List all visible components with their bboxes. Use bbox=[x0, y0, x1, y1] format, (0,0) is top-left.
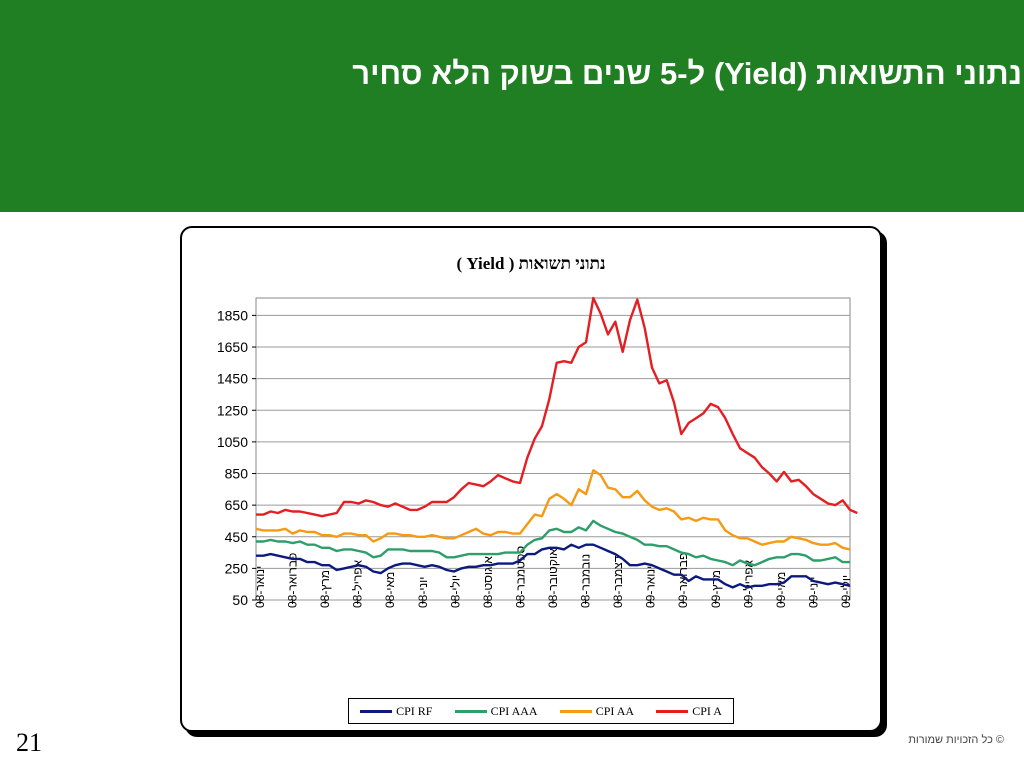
x-tick-label: אפריל-08 bbox=[351, 559, 365, 608]
legend-label-cpi-a: CPI A bbox=[692, 703, 722, 718]
legend-label-cpi-rf: CPI RF bbox=[396, 703, 433, 718]
series-line-cpi-aa bbox=[255, 469, 851, 551]
copyright-notice: © כל הזכויות שמורות bbox=[908, 734, 1004, 746]
y-tick-label: 450 bbox=[225, 529, 249, 545]
chart-title: נתוני תשואות ( Yield ) bbox=[456, 254, 606, 273]
slide-title: נתוני התשואות (Yield) ל-5 שנים בשוק הלא … bbox=[352, 56, 1022, 91]
yield-line-chart: 50 250 450 650 850 1050 1250 1450 1650 1850 ינואר-… bbox=[217, 296, 858, 608]
x-tick-label: מרץ-08 bbox=[318, 570, 332, 608]
x-tick-label: פברואר-09 bbox=[676, 553, 690, 608]
legend-swatch-cpi-aaa bbox=[454, 709, 487, 713]
x-tick-label: אוקטובר-08 bbox=[546, 548, 560, 608]
page-number: 21 bbox=[16, 728, 42, 757]
x-tick-label: מאי-09 bbox=[774, 572, 788, 608]
x-tick-label: פברואר-08 bbox=[286, 553, 300, 608]
legend-item-cpi-aaa: CPI AAA bbox=[454, 703, 538, 719]
title-banner: נתוני התשואות (Yield) ל-5 שנים בשוק הלא … bbox=[0, 0, 1024, 212]
series-line-cpi-aaa bbox=[256, 519, 850, 567]
x-tick-label: דצמבר-08 bbox=[611, 555, 625, 608]
y-tick-label: 1050 bbox=[217, 434, 248, 450]
x-tick-label: מרץ-09 bbox=[709, 570, 723, 608]
x-tick-label: אפריל-09 bbox=[741, 559, 755, 608]
legend-swatch-cpi-rf bbox=[360, 709, 393, 713]
x-tick-label: אוגוסט-08 bbox=[481, 556, 495, 608]
legend-item-cpi-a: CPI A bbox=[656, 704, 722, 719]
legend-item-cpi-rf: CPI RF bbox=[360, 704, 432, 719]
y-tick-label: 1250 bbox=[217, 402, 248, 418]
legend-swatch-cpi-aa bbox=[559, 709, 592, 713]
x-tick-label: יוני-09 bbox=[806, 577, 820, 608]
y-tick-label: 250 bbox=[225, 560, 249, 576]
x-tick-label: מאי-08 bbox=[383, 572, 397, 608]
y-tick-label: 1450 bbox=[217, 371, 248, 387]
legend-label-cpi-aa: CPI AA bbox=[595, 703, 635, 718]
x-tick-label: נובמבר-08 bbox=[579, 554, 593, 608]
x-tick-label: יוני-08 bbox=[416, 577, 430, 608]
y-tick-label: 50 bbox=[232, 592, 248, 608]
x-tick-label: יולי-08 bbox=[448, 575, 462, 608]
series-line-cpi-a bbox=[256, 296, 858, 518]
legend-swatch-cpi-a bbox=[656, 709, 689, 713]
y-tick-label: 650 bbox=[225, 497, 249, 513]
legend-label-cpi-aaa: CPI AAA bbox=[490, 703, 538, 718]
x-tick-label: ינואר-09 bbox=[644, 566, 658, 608]
chart-legend: CPI RF CPI AAA CPI AA CPI A bbox=[348, 698, 734, 724]
x-tick-label: יולי-09 bbox=[839, 575, 853, 608]
chart-frame: נתוני תשואות ( Yield ) 50 250 450 650 850 105… bbox=[180, 226, 882, 732]
y-tick-label: 1650 bbox=[217, 339, 248, 355]
legend-item-cpi-aa: CPI AA bbox=[559, 703, 635, 719]
y-tick-label: 850 bbox=[225, 466, 249, 482]
x-tick-label: ינואר-08 bbox=[253, 566, 267, 608]
y-tick-label: 1850 bbox=[217, 307, 248, 323]
series-line-cpi-rf bbox=[256, 543, 851, 589]
